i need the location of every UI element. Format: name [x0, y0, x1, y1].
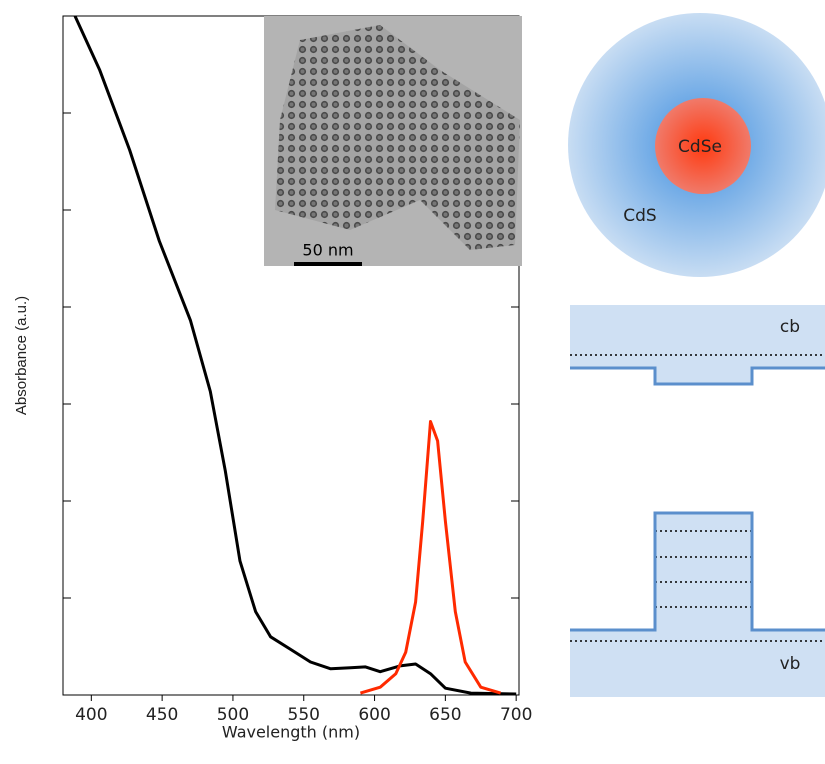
chart: 400 450 500 550 600 650 700 Wavelength (nm) Abso…: [13, 15, 532, 742]
series-line: [359, 420, 502, 695]
conduction-band: cb: [570, 305, 825, 386]
core: [655, 98, 751, 194]
tem-particles: [275, 25, 520, 250]
x-tick-label: 400: [75, 705, 107, 725]
core-label: CdSe: [678, 137, 722, 157]
cb-edge: [570, 366, 825, 386]
valence-band: vb: [570, 511, 825, 697]
vb-label: vb: [780, 654, 801, 674]
cb-label: cb: [780, 317, 800, 337]
vb-fill: [570, 513, 825, 697]
x-axis-label: Wavelength (nm): [222, 723, 360, 742]
x-tick-label: 450: [146, 705, 178, 725]
vb-edge: [570, 511, 825, 632]
x-tick-label: 600: [358, 705, 390, 725]
x-tick-label: 500: [217, 705, 249, 725]
shell-label: CdS: [623, 206, 656, 226]
series-line: [73, 16, 517, 695]
x-tick-label: 650: [429, 705, 461, 725]
x-tick-label: 550: [288, 705, 320, 725]
scale-bar-label: 50 nm: [302, 241, 353, 260]
core-shell-diagram: CdSe CdS: [568, 13, 825, 277]
cb-fill: [570, 305, 825, 384]
y-axis-label: Absorbance (a.u.): [13, 296, 30, 415]
x-tick-label: 700: [500, 705, 532, 725]
tem-inset: 50 nm: [264, 16, 522, 266]
